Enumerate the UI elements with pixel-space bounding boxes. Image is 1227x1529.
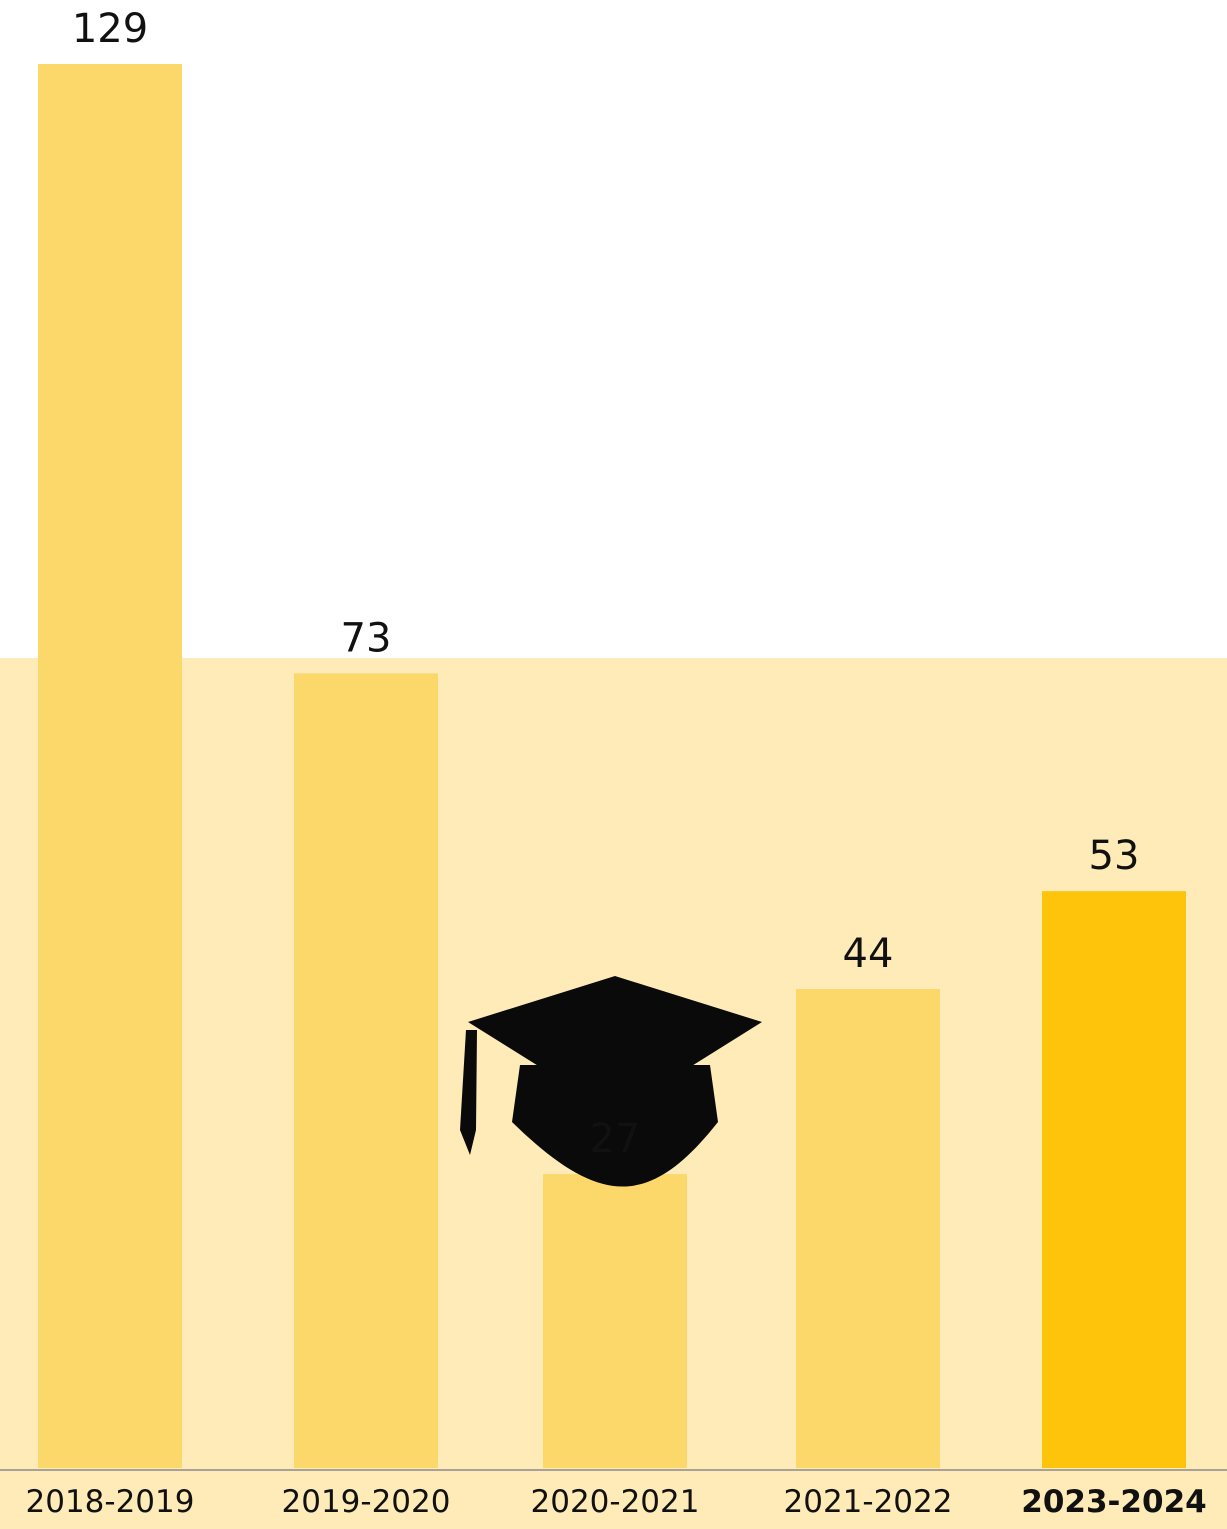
bar-2021-2022 [796,989,940,1468]
category-label-2021-2022: 2021-2022 [784,1484,953,1520]
bar-2023-2024 [1042,891,1186,1468]
category-label-2019-2020: 2019-2020 [282,1484,451,1520]
value-label-2019-2020: 73 [341,615,392,661]
bar-2019-2020 [294,673,438,1468]
bars-layer [38,64,1186,1468]
value-label-2020-2021: 27 [590,1116,641,1162]
category-label-2023-2024: 2023-2024 [1021,1484,1206,1520]
value-label-2023-2024: 53 [1089,833,1140,879]
category-label-2018-2019: 2018-2019 [26,1484,195,1520]
labels-layer: 129 2018-2019 73 2019-2020 27 2020-2021 44 2021… [26,6,1207,1520]
bar-2020-2021 [543,1174,687,1468]
category-label-2020-2021: 2020-2021 [531,1484,700,1520]
bar-2018-2019 [38,64,182,1468]
value-label-2018-2019: 129 [72,6,148,52]
value-label-2021-2022: 44 [843,931,894,977]
graduation-cap-icon [460,976,762,1187]
